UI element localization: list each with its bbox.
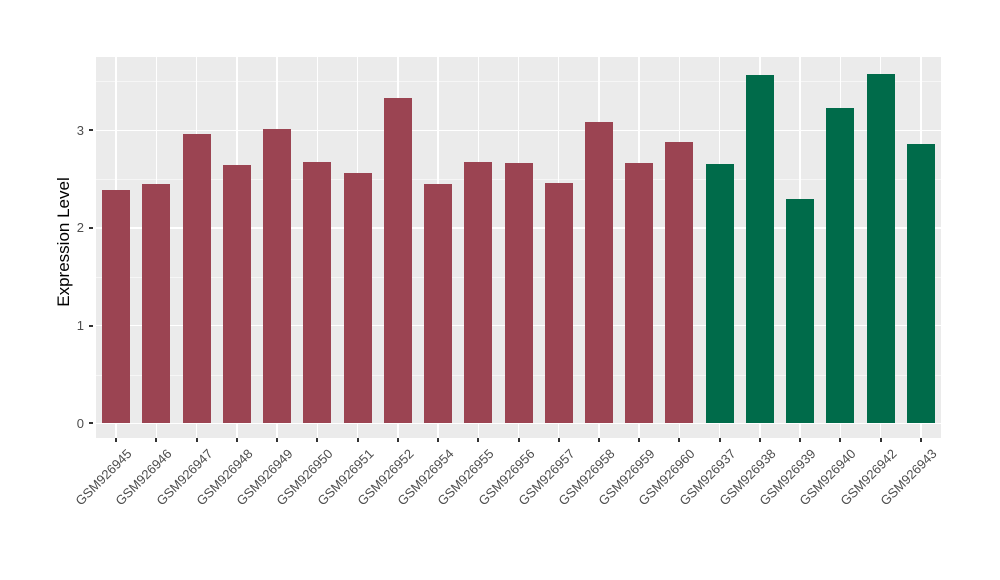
bar-GSM926938 [745, 74, 774, 424]
bar-GSM926943 [906, 143, 935, 424]
x-tick-mark [276, 438, 279, 442]
x-tick-mark [155, 438, 158, 442]
bar-GSM926952 [383, 98, 412, 424]
bar-GSM926948 [222, 165, 251, 424]
bar-GSM926937 [705, 164, 734, 424]
x-tick-mark [316, 438, 319, 442]
x-tick-mark [235, 438, 238, 442]
bar-GSM926942 [866, 73, 895, 424]
plot-panel [96, 57, 941, 438]
x-tick-mark [477, 438, 480, 442]
y-tick-mark [89, 226, 93, 229]
y-tick-label: 2 [76, 220, 84, 236]
bar-GSM926939 [786, 198, 815, 424]
x-tick-mark [396, 438, 399, 442]
bar-GSM926940 [826, 107, 855, 424]
x-tick-mark [758, 438, 761, 442]
x-tick-mark [718, 438, 721, 442]
y-tick-label: 3 [76, 122, 84, 138]
x-tick-mark [879, 438, 882, 442]
y-tick-mark [89, 324, 93, 327]
x-tick-mark [839, 438, 842, 442]
x-tick-mark [799, 438, 802, 442]
y-tick-mark [89, 422, 93, 425]
x-tick-mark [919, 438, 922, 442]
bar-GSM926946 [142, 184, 171, 424]
bar-GSM926959 [625, 162, 654, 424]
x-tick-mark [195, 438, 198, 442]
bar-GSM926956 [504, 162, 533, 424]
bar-GSM926958 [584, 122, 613, 424]
x-tick-mark [597, 438, 600, 442]
y-tick-label: 0 [76, 415, 84, 431]
bar-GSM926947 [182, 134, 211, 424]
bar-GSM926949 [263, 129, 292, 424]
bar-GSM926945 [102, 189, 131, 424]
y-axis-title: Expression Level [54, 177, 73, 307]
bar-GSM926957 [544, 183, 573, 424]
bar-GSM926960 [665, 142, 694, 424]
x-tick-mark [557, 438, 560, 442]
x-tick-mark [517, 438, 520, 442]
bar-GSM926950 [303, 161, 332, 424]
y-tick-label: 1 [76, 318, 84, 334]
y-tick-mark [89, 129, 93, 132]
x-tick-mark [356, 438, 359, 442]
bar-GSM926954 [424, 184, 453, 424]
x-tick-mark [437, 438, 440, 442]
bar-GSM926955 [464, 161, 493, 424]
x-tick-mark [638, 438, 641, 442]
bar-GSM926951 [343, 173, 372, 424]
x-tick-mark [678, 438, 681, 442]
x-tick-mark [115, 438, 118, 442]
